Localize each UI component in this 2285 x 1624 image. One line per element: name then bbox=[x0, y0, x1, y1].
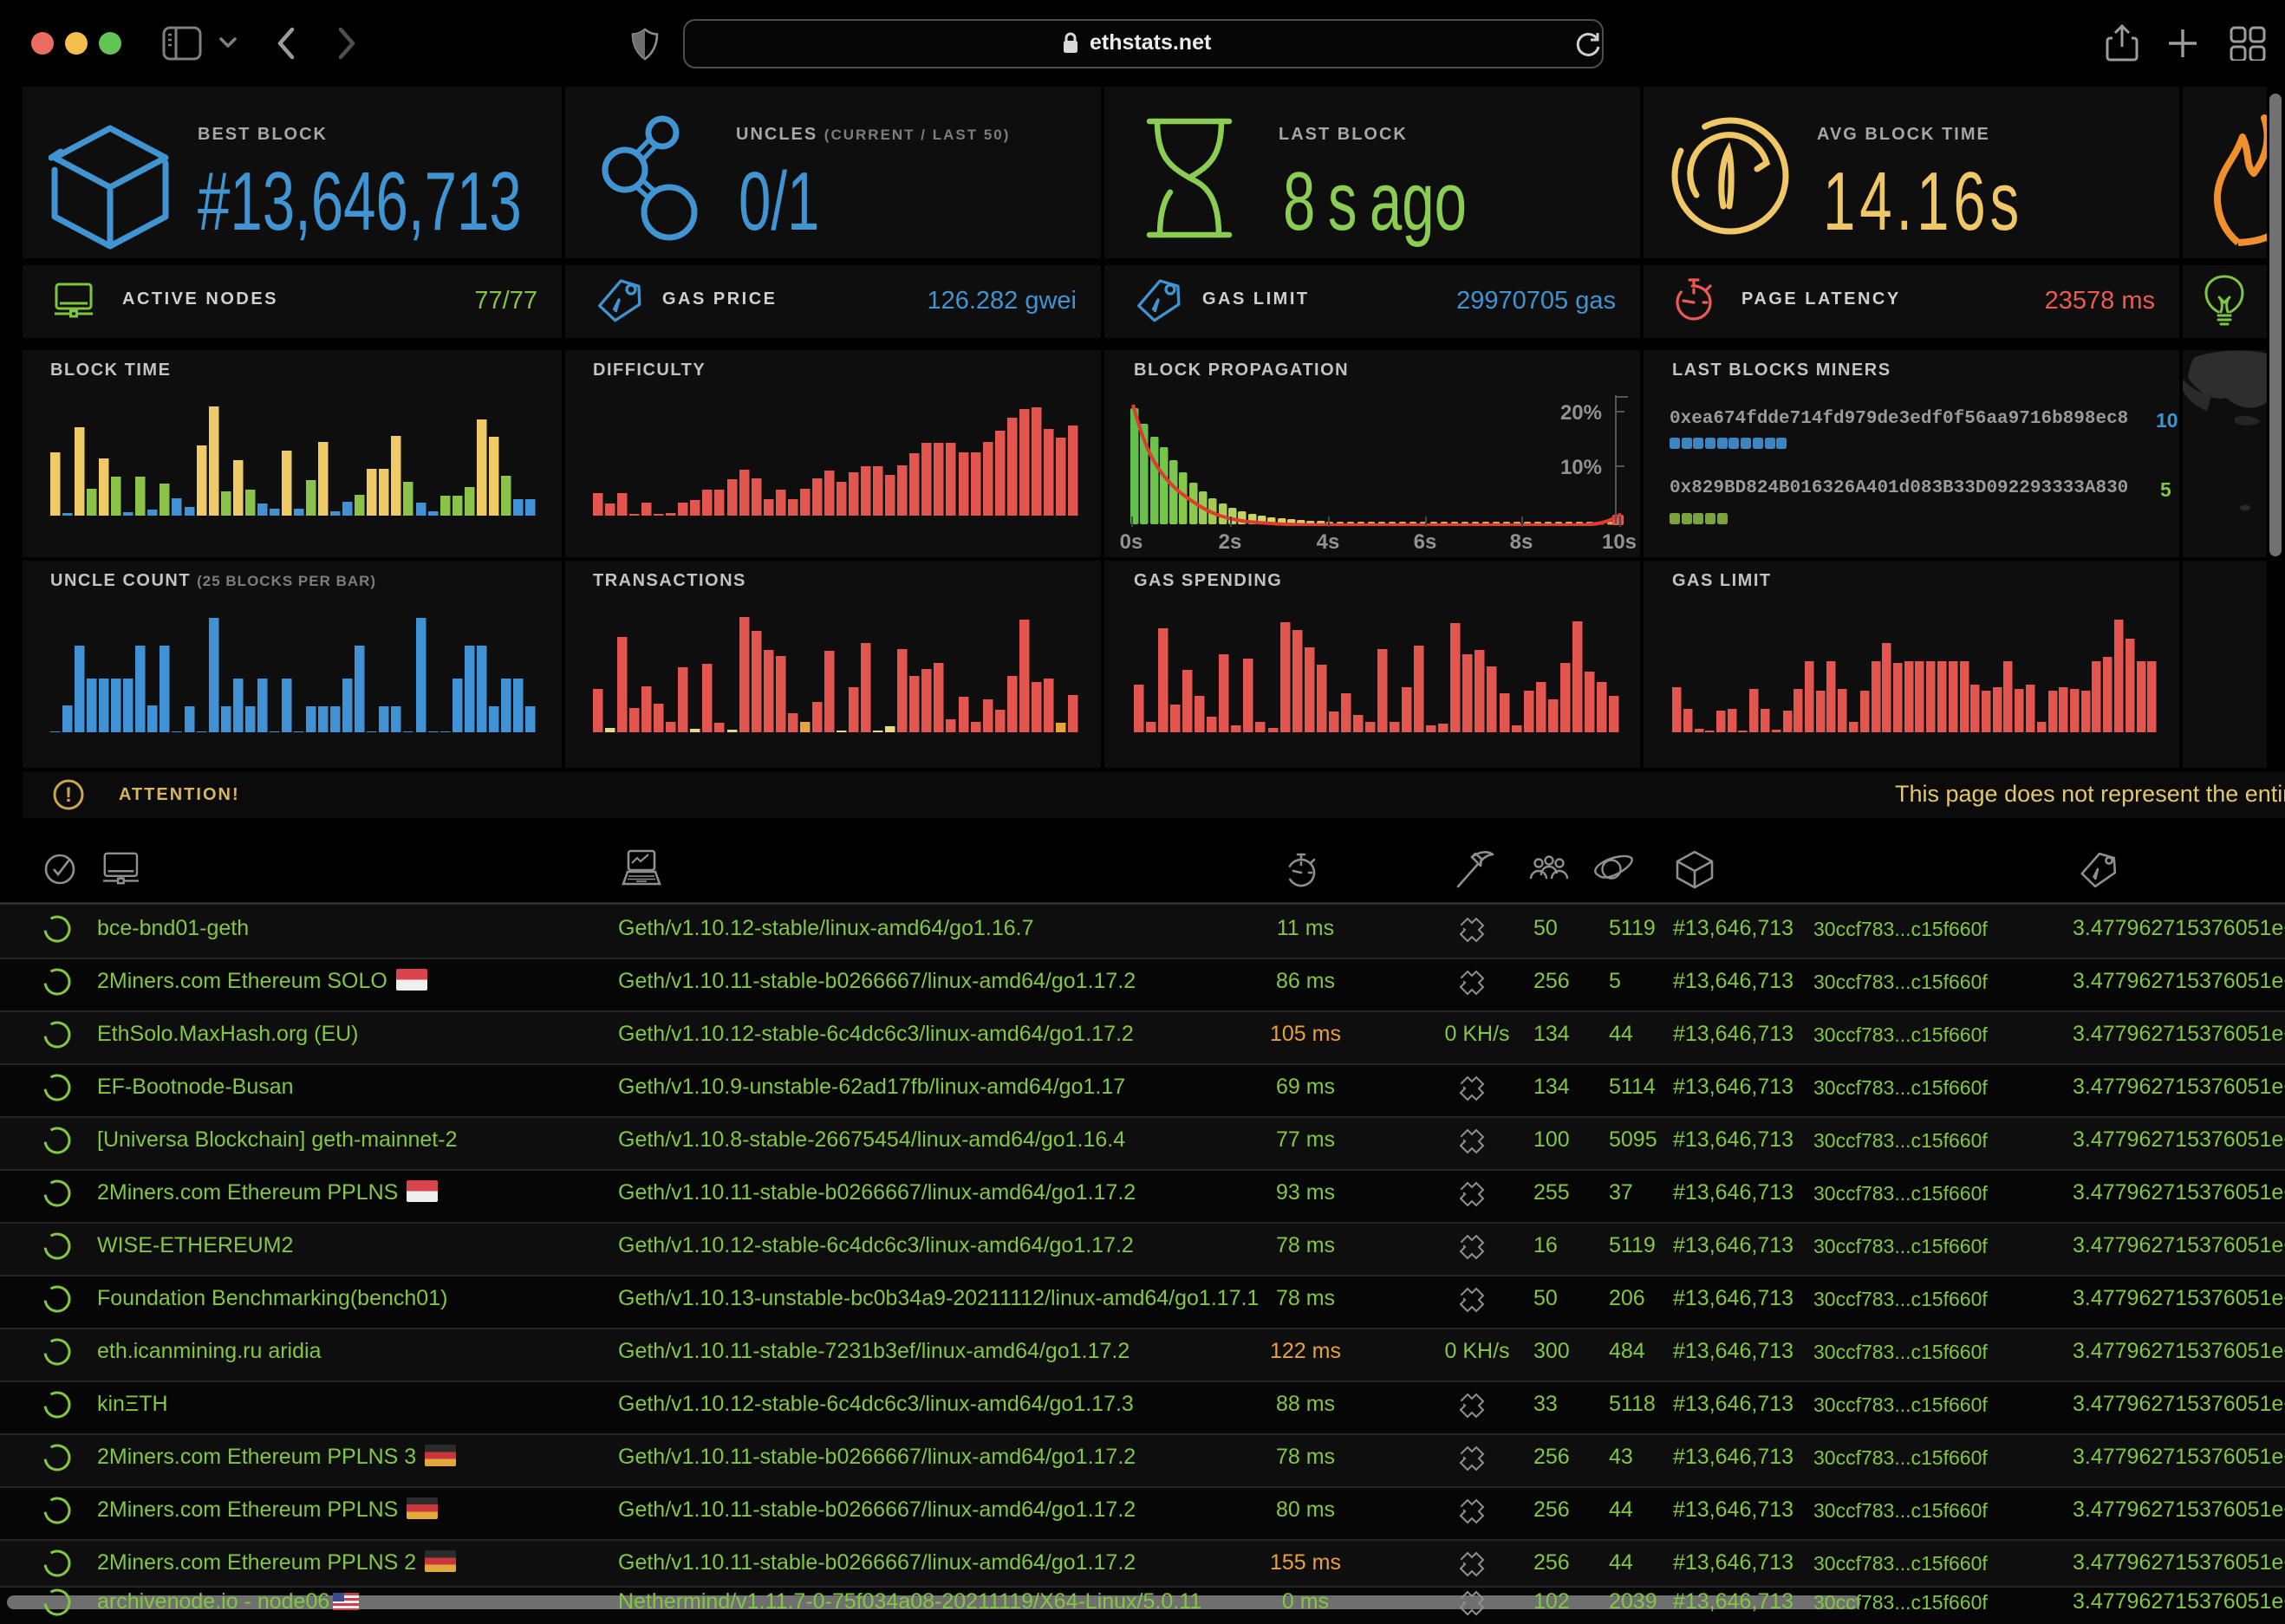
svg-text:!: ! bbox=[65, 783, 72, 807]
